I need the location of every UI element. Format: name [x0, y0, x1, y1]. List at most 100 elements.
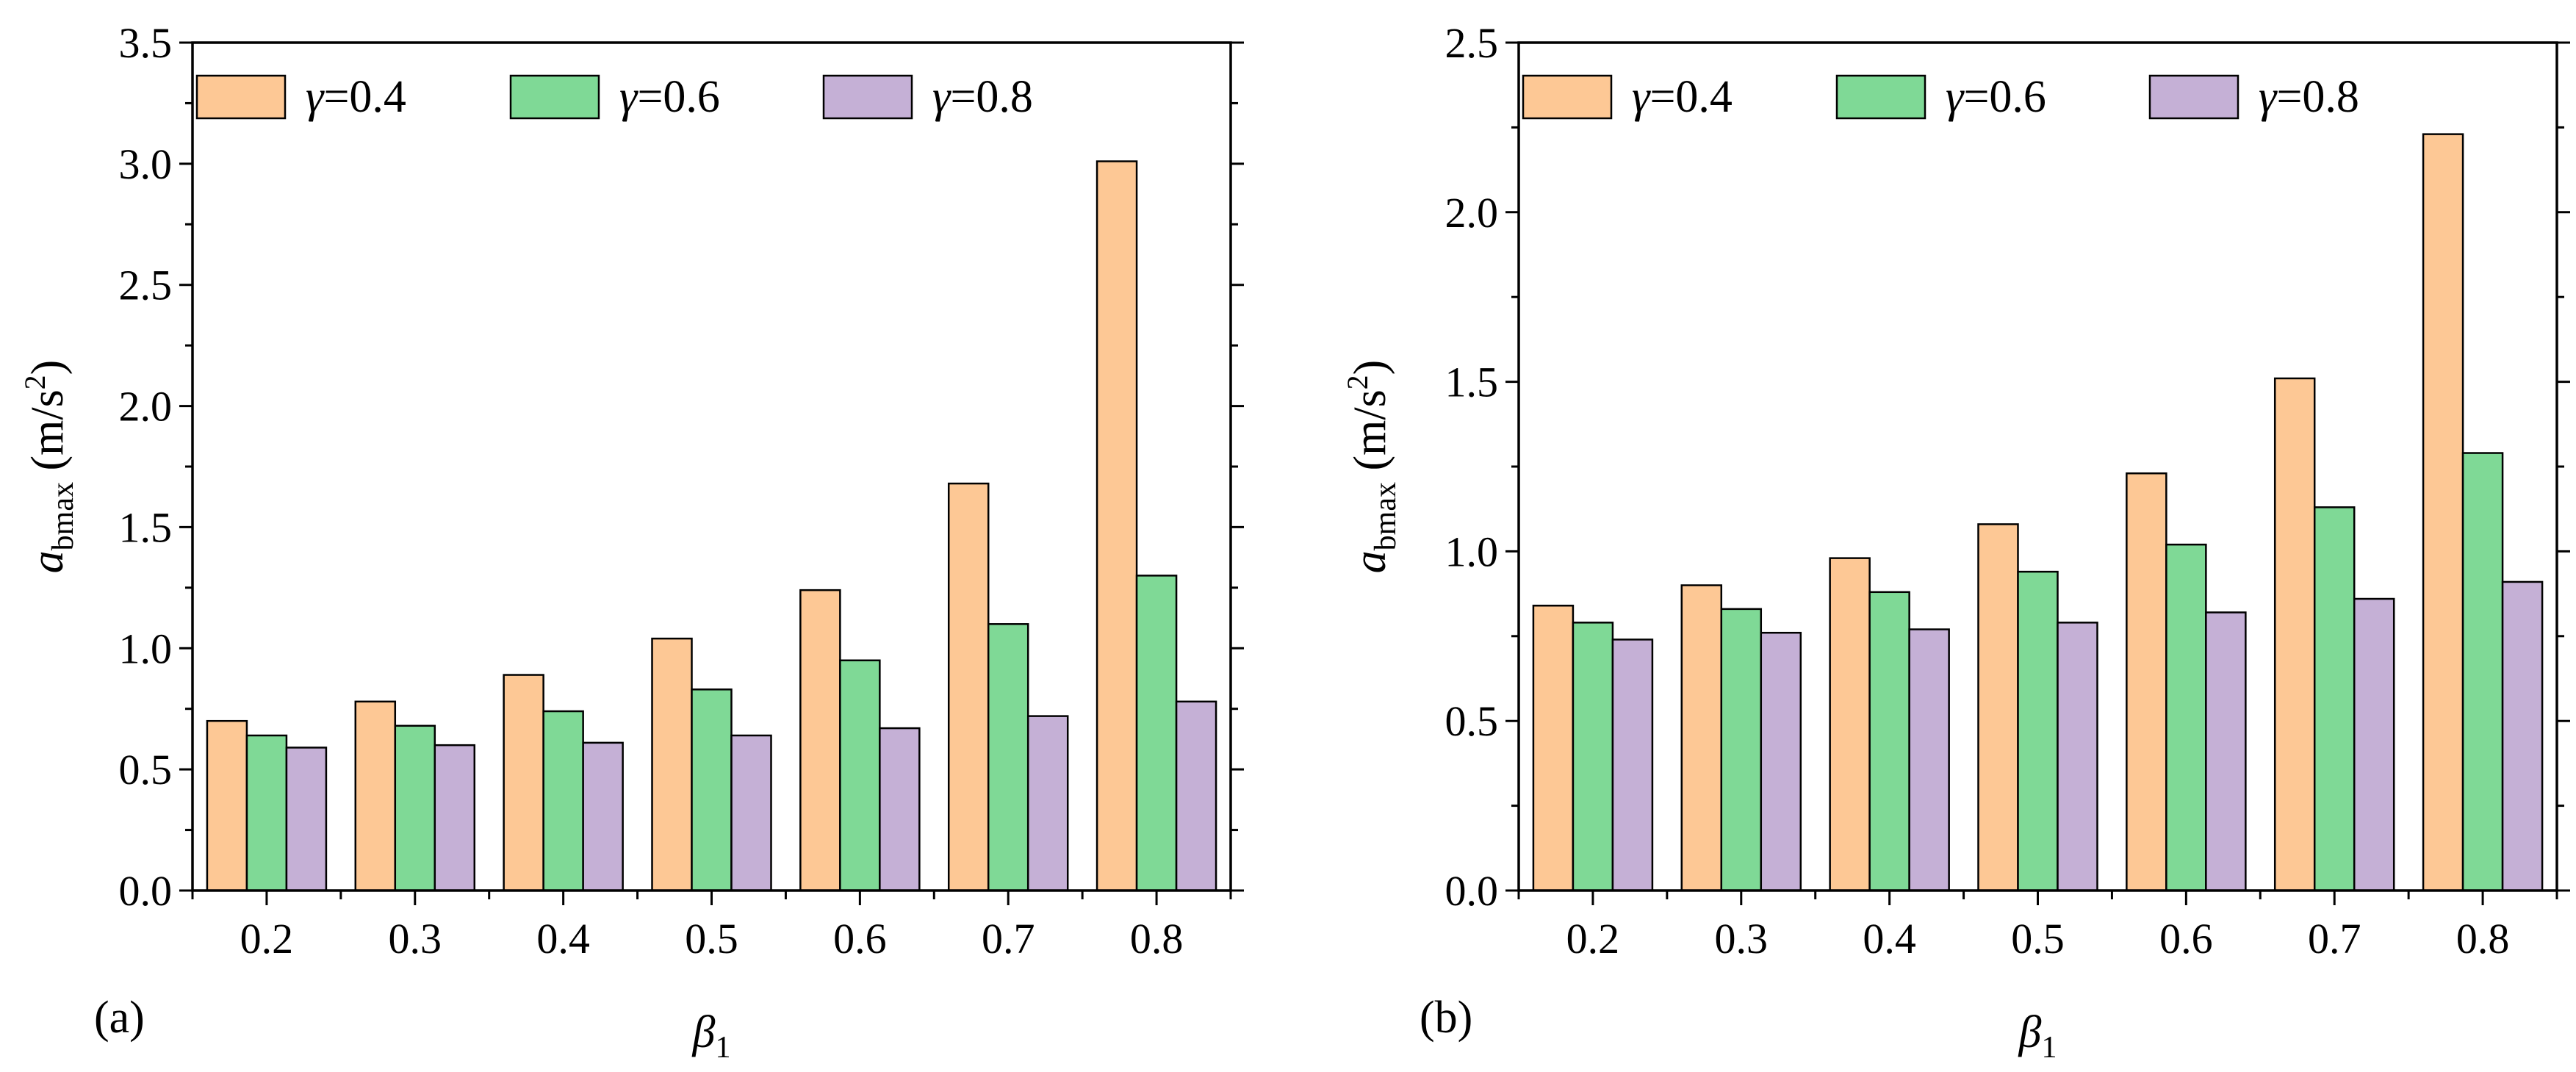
bar: [1175, 700, 1217, 892]
legend-label: γ=0.8: [932, 72, 1033, 122]
bar: [354, 700, 397, 892]
x-tick-label: 0.4: [536, 915, 590, 963]
bar: [1977, 523, 2019, 892]
bar: [206, 719, 248, 892]
bar: [1908, 628, 1950, 892]
y-axis-symbol: a: [1345, 550, 1395, 573]
legend-label: γ=0.4: [306, 72, 406, 122]
y-tick-label: 1.0: [1445, 528, 1499, 575]
y-axis-symbol: a: [23, 550, 73, 573]
x-tick-label: 0.2: [240, 915, 294, 963]
legend-symbol: γ: [932, 72, 951, 122]
bar: [2422, 133, 2464, 892]
y-tick-label: 3.5: [119, 19, 173, 67]
legend-value: =0.4: [1649, 72, 1732, 122]
bar: [947, 482, 990, 892]
chart-panel-b: 0.0 0.5 1.0 1.5 2.0 2.5 0.2 0.3 0.4 0.5 0.6 0.7 0.8 β…: [1341, 19, 2570, 1065]
bar: [2165, 543, 2207, 892]
x-tick-label: 0.6: [833, 915, 887, 963]
y-tick-label: 1.5: [1445, 359, 1499, 406]
x-axis-symbol: β: [692, 1007, 716, 1057]
bar: [2461, 452, 2504, 892]
y-tick-label: 0.0: [1445, 867, 1499, 915]
legend-swatch: [1835, 74, 1926, 120]
x-tick-label: 0.7: [2308, 915, 2361, 963]
legend-value: =0.8: [950, 72, 1032, 122]
x-axis-subscript: 1: [2041, 1031, 2057, 1065]
bar: [1095, 160, 1138, 892]
bar: [245, 734, 288, 892]
bar: [1532, 605, 1575, 892]
bar: [503, 674, 544, 892]
x-tick-label: 0.8: [1130, 915, 1184, 963]
y-tick-label: 0.0: [119, 867, 173, 915]
bar: [879, 727, 921, 892]
y-tick-label: 1.5: [119, 503, 173, 551]
x-axis-symbol: β: [2018, 1007, 2042, 1057]
bar: [1026, 715, 1069, 892]
x-axis-label: β1: [692, 1007, 731, 1065]
x-tick-label: 0.5: [2011, 915, 2065, 963]
legend-swatch: [1522, 74, 1613, 120]
legend-symbol: γ: [1946, 72, 1965, 122]
legend-label: γ=0.6: [1946, 72, 2046, 122]
legend-label: γ=0.8: [2259, 72, 2359, 122]
x-tick-label: 0.3: [1715, 915, 1769, 963]
bar: [1868, 591, 1910, 892]
y-axis-subscript: bmax: [1369, 482, 1403, 550]
x-tick-label: 0.5: [685, 915, 738, 963]
bar: [1829, 557, 1871, 892]
bar: [987, 623, 1029, 892]
bar: [651, 637, 693, 892]
y-tick-label: 0.5: [119, 746, 173, 794]
x-axis-subscript: 1: [715, 1031, 730, 1065]
bar: [582, 741, 624, 892]
bar: [394, 724, 436, 892]
bar: [2017, 570, 2059, 892]
x-tick-label: 0.6: [2159, 915, 2213, 963]
x-tick-label: 0.4: [1863, 915, 1916, 963]
legend-swatch: [2148, 74, 2239, 120]
bar: [2501, 580, 2544, 892]
bar: [433, 744, 476, 892]
legend-value: =0.4: [323, 72, 406, 122]
x-tick-label: 0.3: [389, 915, 442, 963]
bar: [2313, 506, 2356, 892]
y-axis-unit-superscript: 2: [18, 375, 51, 389]
bar: [1720, 608, 1763, 892]
chart-panel-a: 0.0 0.5 1.0 1.5 2.0 2.5 3.0 3.5 0.2 0.3 0.4 0.5 0.6 0…: [18, 19, 1244, 1065]
legend-symbol: γ: [1632, 72, 1651, 122]
legend-value: =0.6: [1963, 72, 2046, 122]
y-tick-label: 0.5: [1445, 697, 1499, 745]
y-axis-label: abmax (m/s2): [18, 360, 80, 574]
panel-label: (b): [1420, 993, 1472, 1043]
bar: [839, 659, 881, 892]
x-tick-label: 0.2: [1566, 915, 1620, 963]
bar: [542, 710, 584, 892]
bar: [691, 688, 733, 892]
y-axis-unit: (m/s: [1345, 389, 1395, 482]
y-tick-label: 2.5: [119, 262, 173, 309]
bar: [2057, 622, 2098, 892]
legend-swatch: [195, 74, 287, 120]
bar: [1572, 622, 1614, 892]
bar: [799, 589, 841, 892]
bar: [2126, 472, 2167, 892]
y-axis-unit-close: ): [1345, 360, 1395, 375]
bar: [2273, 377, 2316, 892]
legend-swatch: [822, 74, 913, 120]
bar: [1680, 584, 1723, 892]
legend-symbol: γ: [306, 72, 325, 122]
bar: [285, 747, 328, 892]
y-tick-label: 2.0: [1445, 189, 1499, 237]
legend-value: =0.6: [637, 72, 719, 122]
x-tick-label: 0.7: [982, 915, 1035, 963]
x-tick-label: 0.8: [2456, 915, 2510, 963]
y-axis-unit: (m/s: [23, 389, 73, 482]
legend-label: γ=0.6: [619, 72, 720, 122]
legend-value: =0.8: [2276, 72, 2359, 122]
bar: [1760, 631, 1802, 892]
y-tick-label: 1.0: [119, 625, 173, 672]
x-axis-label: β1: [2018, 1007, 2057, 1065]
legend-swatch: [509, 74, 600, 120]
